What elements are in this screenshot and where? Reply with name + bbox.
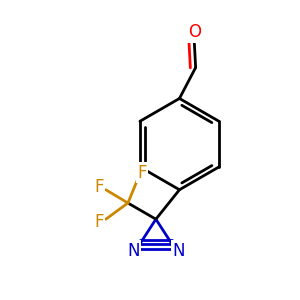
Text: F: F: [137, 164, 146, 182]
Text: N: N: [127, 242, 140, 260]
Text: F: F: [94, 178, 104, 196]
Text: N: N: [172, 242, 185, 260]
Text: O: O: [188, 23, 201, 41]
Text: F: F: [94, 212, 104, 230]
